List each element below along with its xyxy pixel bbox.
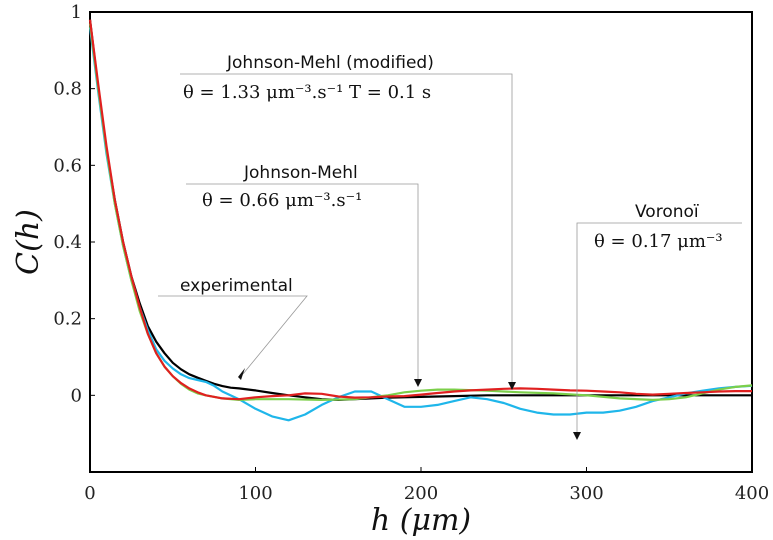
annotation-voronoi-leader xyxy=(576,222,742,437)
annotation-jm-params: θ = 0.66 μm⁻³.s⁻¹ xyxy=(202,190,362,211)
y-tick-label: 1 xyxy=(71,2,82,23)
y-tick-label: 0.4 xyxy=(53,232,82,253)
x-tick-label: 0 xyxy=(84,483,95,504)
annotation-jm-modified-title: Johnson-Mehl (modified) xyxy=(226,53,434,73)
y-tick-label: 0.6 xyxy=(53,155,82,176)
x-tick-label: 100 xyxy=(238,483,272,504)
annotation-jm-leader xyxy=(186,183,419,385)
x-tick-label: 300 xyxy=(569,483,603,504)
annotation-jm: Johnson-Mehl θ = 0.66 μm⁻³.s⁻¹ xyxy=(186,163,422,387)
y-tick-label: 0.2 xyxy=(53,309,82,330)
annotation-experimental-leader xyxy=(158,295,308,375)
series-line-johnson-mehl-modified xyxy=(88,19,752,401)
y-tick-label: 0 xyxy=(71,385,82,406)
y-tick-label: 0.8 xyxy=(53,79,82,100)
series-layer xyxy=(88,19,753,422)
annotation-jm-modified: Johnson-Mehl (modified) θ = 1.33 μm⁻³.s⁻… xyxy=(180,53,516,390)
annotation-experimental: experimental xyxy=(158,276,308,380)
annotation-layer: Johnson-Mehl (modified) θ = 1.33 μm⁻³.s⁻… xyxy=(158,53,742,440)
x-axis-label: h (μm) xyxy=(371,503,471,538)
ticks-layer: 0 100 200 300 400 0 0.2 0.4 0.6 0.8 1 xyxy=(53,2,769,504)
series-line-experimental xyxy=(88,19,752,401)
annotation-voronoi-params: θ = 0.17 μm⁻³ xyxy=(594,231,723,252)
annotation-voronoi-arrowhead xyxy=(573,432,581,440)
annotation-jm-modified-params: θ = 1.33 μm⁻³.s⁻¹ T = 0.1 s xyxy=(183,82,431,103)
annotation-voronoi-title: Voronoï xyxy=(635,202,699,222)
annotation-jm-arrowhead xyxy=(414,379,422,387)
annotation-jm-modified-leader xyxy=(180,73,513,388)
annotation-experimental-arrowhead xyxy=(238,368,245,380)
x-tick-label: 200 xyxy=(404,483,438,504)
x-tick-label: 400 xyxy=(735,483,769,504)
series-line-vorono xyxy=(88,27,753,422)
annotation-experimental-title: experimental xyxy=(180,276,293,296)
annotation-jm-title: Johnson-Mehl xyxy=(243,163,358,183)
annotation-jm-modified-arrowhead xyxy=(508,382,516,390)
annotation-voronoi: Voronoï θ = 0.17 μm⁻³ xyxy=(573,202,742,440)
y-axis-label: C(h) xyxy=(11,209,46,275)
